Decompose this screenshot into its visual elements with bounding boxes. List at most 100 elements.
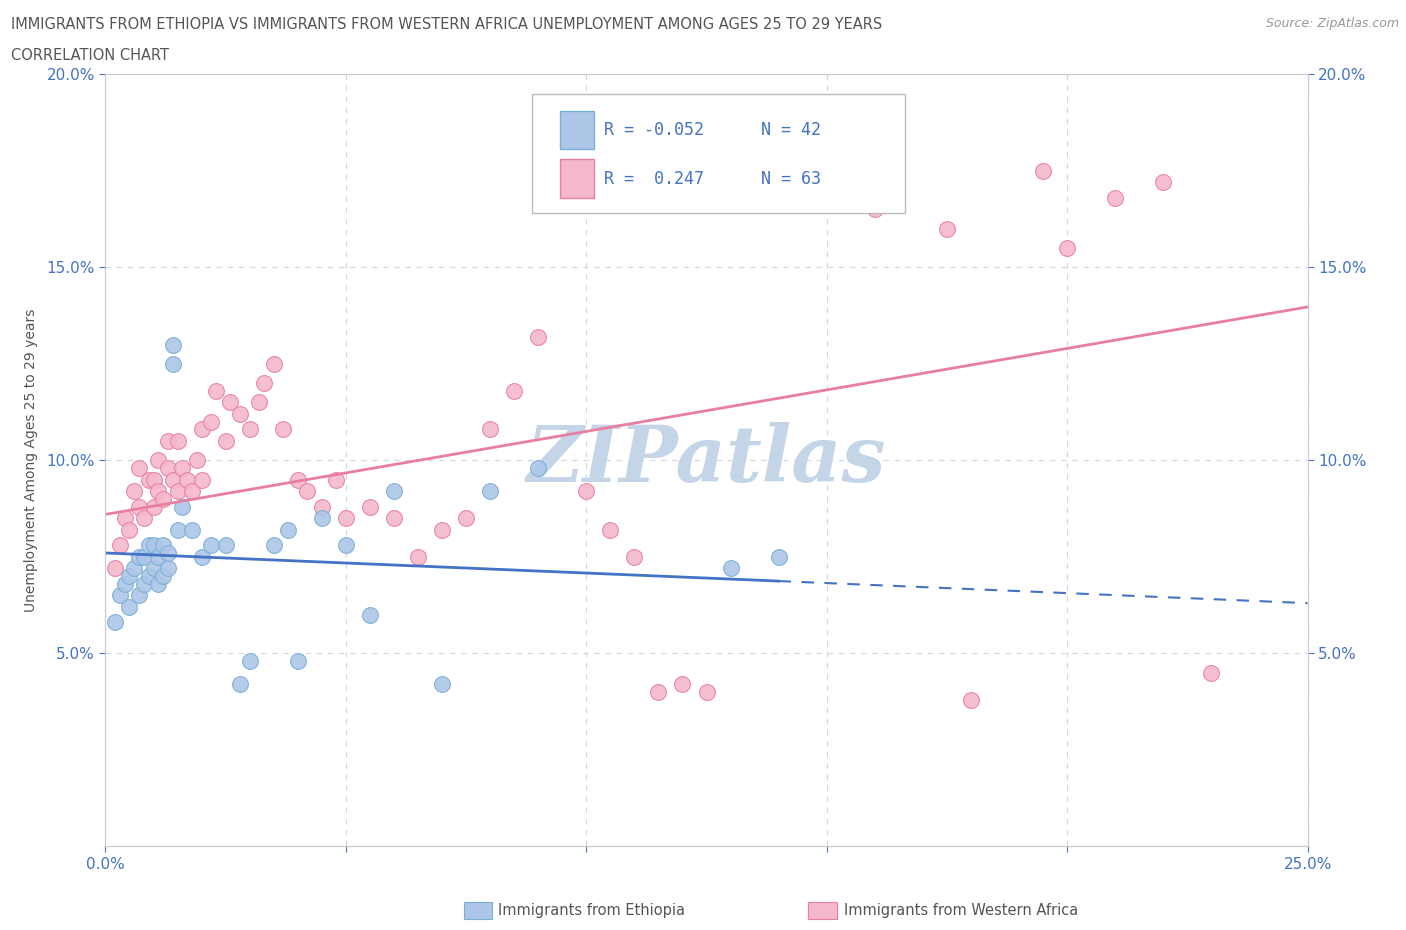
Point bbox=[172, 499, 194, 514]
Point bbox=[128, 588, 150, 603]
Point bbox=[696, 684, 718, 699]
FancyBboxPatch shape bbox=[533, 94, 905, 213]
Point bbox=[138, 569, 160, 584]
Text: R =  0.247: R = 0.247 bbox=[605, 169, 704, 188]
Text: ZIPatlas: ZIPatlas bbox=[527, 422, 886, 498]
Point bbox=[1032, 164, 1054, 179]
Point bbox=[1104, 191, 1126, 206]
Point bbox=[311, 511, 333, 525]
Point bbox=[108, 538, 131, 552]
Point bbox=[575, 484, 598, 498]
Point bbox=[623, 550, 645, 565]
Point bbox=[181, 523, 204, 538]
Point bbox=[166, 484, 188, 498]
Point bbox=[128, 499, 150, 514]
Point bbox=[720, 164, 742, 179]
Point bbox=[138, 472, 160, 487]
Point bbox=[132, 511, 155, 525]
Point bbox=[190, 422, 212, 437]
Point bbox=[406, 550, 429, 565]
Point bbox=[287, 654, 309, 669]
Point bbox=[148, 453, 170, 468]
Point bbox=[335, 538, 357, 552]
Point bbox=[114, 577, 136, 591]
Point bbox=[200, 415, 222, 430]
Text: N = 42: N = 42 bbox=[761, 121, 821, 139]
Point bbox=[156, 460, 179, 475]
Point bbox=[229, 406, 252, 421]
Point bbox=[430, 523, 453, 538]
Point bbox=[190, 472, 212, 487]
Point bbox=[142, 561, 165, 576]
Point bbox=[479, 484, 502, 498]
Point bbox=[118, 569, 141, 584]
Point bbox=[527, 329, 550, 344]
Point bbox=[311, 499, 333, 514]
FancyBboxPatch shape bbox=[560, 111, 593, 150]
Text: Source: ZipAtlas.com: Source: ZipAtlas.com bbox=[1265, 17, 1399, 30]
Point bbox=[114, 511, 136, 525]
Point bbox=[527, 460, 550, 475]
Point bbox=[263, 538, 285, 552]
Point bbox=[124, 561, 146, 576]
Point bbox=[200, 538, 222, 552]
Point bbox=[359, 607, 381, 622]
Point bbox=[503, 383, 526, 398]
Point bbox=[148, 577, 170, 591]
Point bbox=[382, 484, 405, 498]
Point bbox=[960, 692, 983, 707]
Point bbox=[430, 677, 453, 692]
Point bbox=[132, 577, 155, 591]
Point bbox=[162, 338, 184, 352]
Point bbox=[1152, 175, 1174, 190]
Point bbox=[152, 492, 174, 507]
Point bbox=[156, 561, 179, 576]
Point bbox=[156, 433, 179, 448]
Point bbox=[176, 472, 198, 487]
Point bbox=[253, 376, 276, 391]
Point bbox=[647, 684, 669, 699]
Point bbox=[599, 523, 621, 538]
Point bbox=[152, 569, 174, 584]
Point bbox=[277, 523, 299, 538]
Point bbox=[166, 523, 188, 538]
Point bbox=[148, 484, 170, 498]
Point bbox=[166, 433, 188, 448]
Point bbox=[128, 550, 150, 565]
Point bbox=[128, 460, 150, 475]
Point bbox=[263, 356, 285, 371]
Point bbox=[287, 472, 309, 487]
Point bbox=[142, 538, 165, 552]
Point bbox=[142, 472, 165, 487]
Point bbox=[142, 499, 165, 514]
Point bbox=[104, 561, 127, 576]
Point bbox=[454, 511, 477, 525]
Point bbox=[720, 561, 742, 576]
Text: CORRELATION CHART: CORRELATION CHART bbox=[11, 48, 169, 63]
Point bbox=[118, 523, 141, 538]
Point bbox=[239, 654, 262, 669]
Point bbox=[205, 383, 228, 398]
Point bbox=[219, 395, 242, 410]
Point bbox=[671, 677, 693, 692]
Point bbox=[863, 202, 886, 217]
Point bbox=[132, 550, 155, 565]
Point bbox=[118, 600, 141, 615]
Text: R = -0.052: R = -0.052 bbox=[605, 121, 704, 139]
Point bbox=[239, 422, 262, 437]
Point bbox=[124, 484, 146, 498]
Point bbox=[1201, 665, 1223, 680]
Point bbox=[162, 356, 184, 371]
Point bbox=[148, 550, 170, 565]
Point bbox=[382, 511, 405, 525]
Point bbox=[297, 484, 319, 498]
Point bbox=[325, 472, 347, 487]
Point bbox=[156, 546, 179, 561]
Y-axis label: Unemployment Among Ages 25 to 29 years: Unemployment Among Ages 25 to 29 years bbox=[24, 309, 38, 612]
Point bbox=[229, 677, 252, 692]
Point bbox=[162, 472, 184, 487]
Text: N = 63: N = 63 bbox=[761, 169, 821, 188]
Point bbox=[138, 538, 160, 552]
Text: IMMIGRANTS FROM ETHIOPIA VS IMMIGRANTS FROM WESTERN AFRICA UNEMPLOYMENT AMONG AG: IMMIGRANTS FROM ETHIOPIA VS IMMIGRANTS F… bbox=[11, 17, 883, 32]
Point bbox=[335, 511, 357, 525]
